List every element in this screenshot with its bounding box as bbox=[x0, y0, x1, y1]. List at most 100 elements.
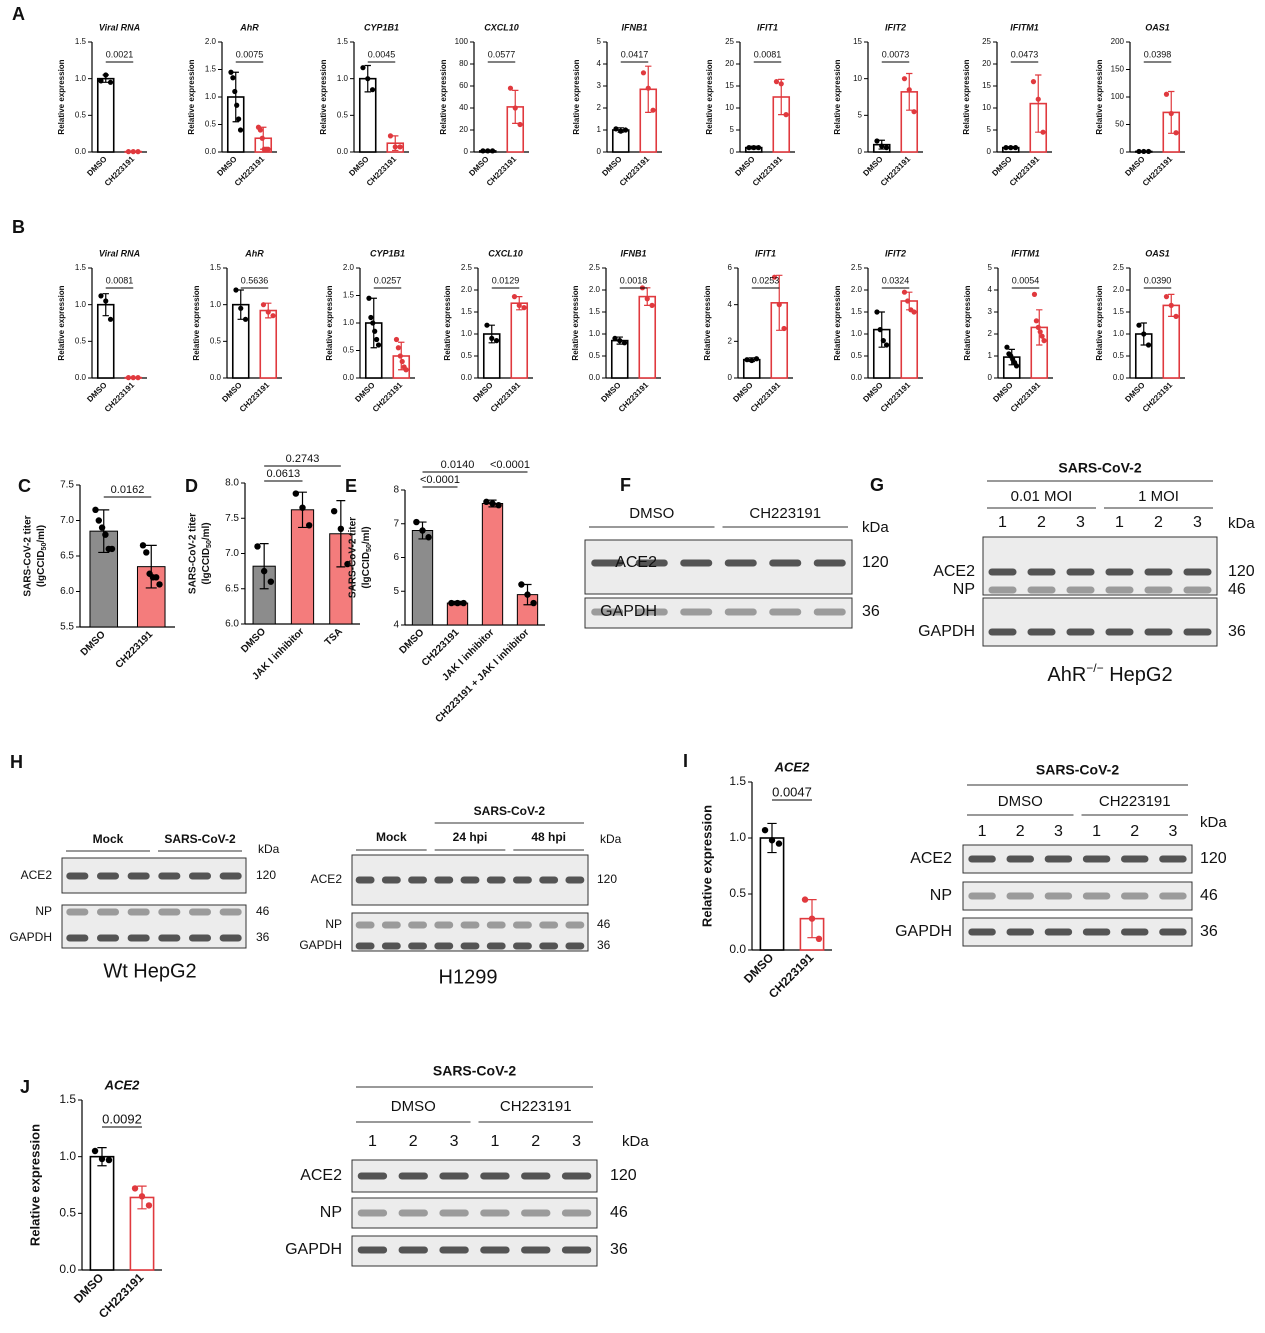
blot-row-label: NP bbox=[320, 1204, 342, 1221]
data-point bbox=[403, 367, 409, 373]
blot-membrane bbox=[351, 1159, 598, 1193]
blot-band bbox=[1105, 568, 1134, 576]
data-point bbox=[397, 353, 403, 359]
y-tick-label: 2.5 bbox=[461, 263, 473, 272]
blot-row-label: ACE2 bbox=[910, 850, 952, 867]
blot-band bbox=[513, 876, 532, 884]
p-value: 0.0417 bbox=[621, 49, 649, 59]
blot-band bbox=[1121, 928, 1149, 936]
x-tick-label: DMSO bbox=[861, 381, 884, 404]
blot-lane-label: 1 bbox=[1115, 514, 1124, 531]
y-tick-label: 0.5 bbox=[851, 351, 863, 360]
y-axis-label: (lgCCID50/ml) bbox=[361, 526, 374, 588]
blot-band bbox=[561, 1172, 592, 1180]
blot-band bbox=[439, 1246, 469, 1254]
data-point bbox=[1013, 363, 1020, 369]
data-point bbox=[234, 102, 240, 108]
blot-band bbox=[1121, 892, 1149, 900]
p-value: <0.0001 bbox=[490, 459, 530, 471]
data-point bbox=[372, 328, 378, 334]
y-tick-label: 5 bbox=[988, 263, 993, 272]
blot-band bbox=[434, 942, 454, 950]
y-tick-label: 4 bbox=[988, 285, 993, 294]
y-tick-label: 6.5 bbox=[225, 583, 239, 594]
data-point bbox=[883, 342, 890, 348]
data-point bbox=[95, 517, 102, 524]
chart-title: CXCL10 bbox=[484, 22, 519, 32]
y-axis-label: (lgCCID50/ml) bbox=[201, 522, 214, 584]
blot-band bbox=[521, 1209, 551, 1217]
p-value: 0.0473 bbox=[1011, 49, 1039, 59]
data-point bbox=[1035, 324, 1041, 330]
blot-band bbox=[1121, 855, 1149, 863]
panel-letter: C bbox=[18, 476, 31, 496]
blot-membrane bbox=[962, 844, 1193, 874]
chart-title: IFIT2 bbox=[885, 248, 906, 258]
y-tick-label: 1.0 bbox=[59, 1149, 76, 1163]
y-tick-label: 1.5 bbox=[59, 1092, 76, 1106]
y-tick-label: 0.0 bbox=[75, 147, 87, 156]
y-axis-label: SARS-CoV-2 titer bbox=[348, 517, 359, 598]
x-tick-label: CH223191 bbox=[114, 629, 156, 671]
y-tick-label: 200 bbox=[1111, 37, 1125, 46]
data-point bbox=[135, 375, 141, 381]
data-point bbox=[92, 506, 99, 514]
data-point bbox=[98, 78, 104, 84]
blot-lane-label: 2 bbox=[1154, 514, 1163, 531]
x-tick-label: DMSO bbox=[990, 155, 1013, 178]
y-tick-label: 0.5 bbox=[75, 336, 87, 345]
x-tick-label: CH223191 bbox=[879, 154, 913, 188]
y-axis-label-sub: 50 bbox=[206, 540, 213, 548]
y-tick-label: 150 bbox=[1111, 65, 1125, 74]
blot-size-label: 36 bbox=[1200, 923, 1218, 940]
blot-band bbox=[66, 934, 89, 942]
blot-band bbox=[769, 559, 802, 567]
y-tick-label: 1.5 bbox=[729, 774, 746, 788]
blot-row-label: NP bbox=[35, 904, 52, 918]
p-value: 0.0398 bbox=[1144, 49, 1172, 59]
data-point bbox=[612, 335, 618, 341]
y-tick-label: 1.5 bbox=[337, 37, 349, 46]
y-tick-label: 0.0 bbox=[589, 373, 601, 382]
blot-band bbox=[680, 608, 713, 616]
blot-band bbox=[398, 1172, 428, 1180]
blot-band bbox=[1027, 586, 1056, 594]
blot-size-label: 120 bbox=[1228, 563, 1255, 580]
y-tick-label: 2.0 bbox=[589, 285, 601, 294]
y-tick-label: 0.5 bbox=[1113, 351, 1125, 360]
data-point bbox=[773, 79, 780, 85]
y-tick-label: 5 bbox=[987, 125, 992, 134]
y-tick-label: 1.0 bbox=[851, 329, 863, 338]
error-bar bbox=[232, 71, 239, 123]
x-tick-label: CH223191 bbox=[238, 380, 272, 414]
data-point bbox=[330, 508, 338, 515]
data-point bbox=[260, 567, 268, 575]
blot-size-label: 36 bbox=[610, 1241, 628, 1258]
data-point bbox=[233, 287, 239, 293]
blot-band bbox=[355, 942, 375, 950]
chart-title: IFITM1 bbox=[1011, 248, 1040, 258]
y-tick-label: 1.5 bbox=[343, 291, 355, 300]
y-axis-label-part: (lgCCID bbox=[36, 550, 47, 587]
blot-band bbox=[591, 559, 624, 567]
data-point bbox=[1031, 291, 1038, 297]
chart-title: Viral RNA bbox=[99, 248, 140, 258]
y-tick-label: 3 bbox=[988, 307, 993, 316]
y-tick-label: 6.0 bbox=[60, 586, 74, 597]
blot-group-label: CH223191 bbox=[749, 505, 821, 522]
data-point bbox=[905, 298, 911, 304]
y-tick-label: 80 bbox=[459, 59, 468, 68]
blot-band bbox=[813, 559, 846, 567]
y-tick-label: 0.0 bbox=[461, 373, 473, 382]
blot-band bbox=[486, 876, 506, 884]
x-tick-label: DMSO bbox=[220, 381, 243, 404]
chart-title: AhR bbox=[244, 248, 264, 258]
y-tick-label: 20 bbox=[725, 59, 734, 68]
data-point bbox=[480, 148, 486, 154]
blot-membrane bbox=[61, 904, 247, 949]
y-tick-label: 0 bbox=[858, 147, 863, 156]
blot-band bbox=[539, 876, 559, 884]
y-tick-label: 0.5 bbox=[589, 351, 601, 360]
data-point bbox=[775, 840, 783, 847]
blot-band bbox=[480, 1246, 510, 1254]
